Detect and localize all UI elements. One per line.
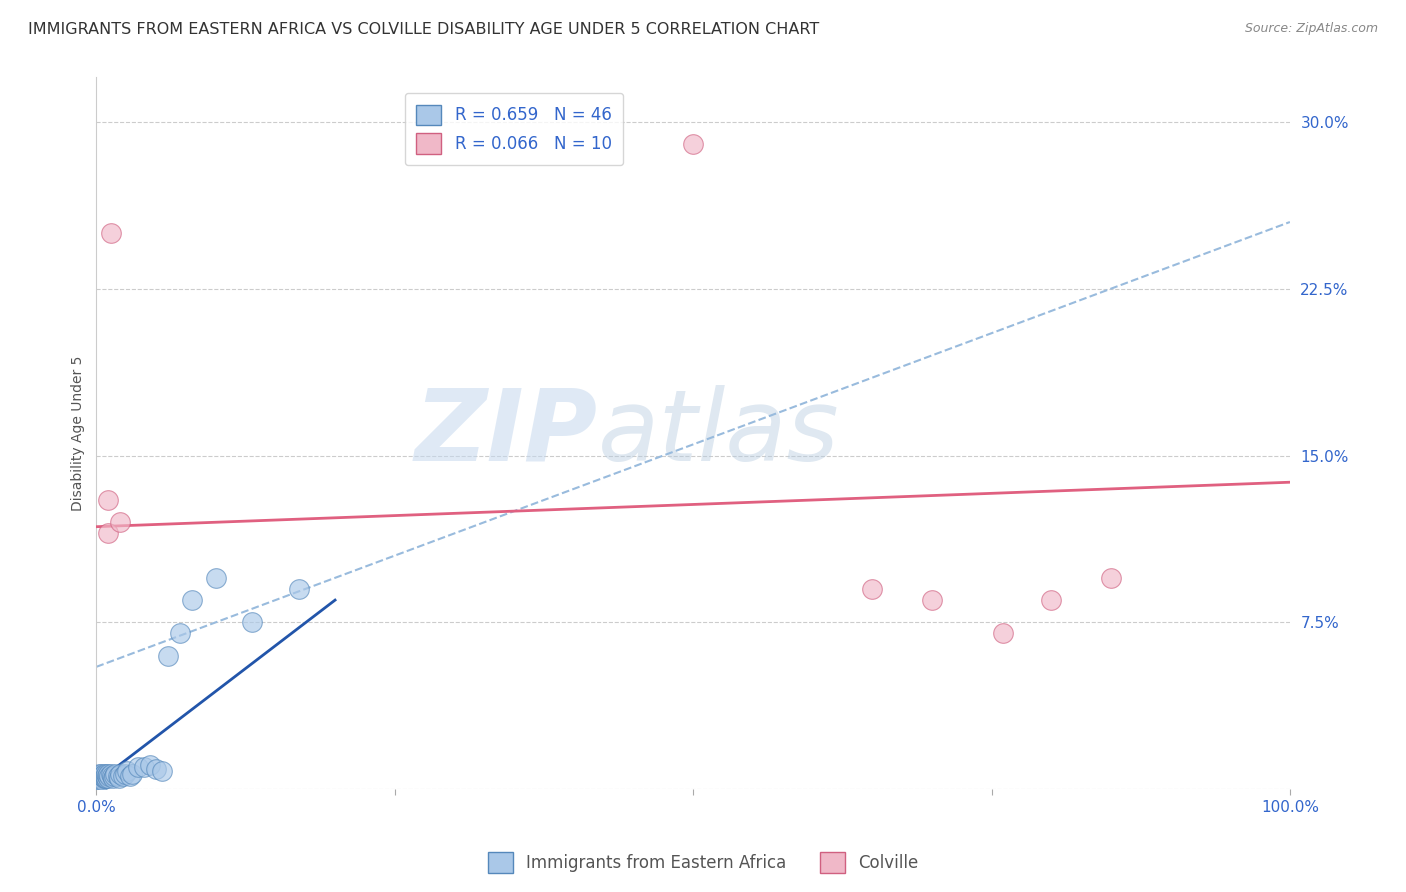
- Point: [87, 769, 110, 783]
- Point: [993, 626, 1015, 640]
- Legend: Immigrants from Eastern Africa, Colville: Immigrants from Eastern Africa, Colville: [481, 846, 925, 880]
- Point: [90, 766, 112, 780]
- Point: [117, 764, 139, 779]
- Point: [97, 766, 120, 780]
- Point: [93, 771, 115, 785]
- Point: [103, 769, 125, 783]
- Point: [1040, 593, 1063, 607]
- Point: [156, 648, 179, 663]
- Point: [682, 137, 704, 152]
- Point: [87, 773, 110, 788]
- Point: [114, 766, 136, 780]
- Point: [132, 760, 155, 774]
- Point: [101, 771, 124, 785]
- Point: [87, 766, 110, 780]
- Point: [100, 766, 122, 780]
- Point: [180, 593, 202, 607]
- Legend: R = 0.659   N = 46, R = 0.066   N = 10: R = 0.659 N = 46, R = 0.066 N = 10: [405, 93, 623, 165]
- Text: Source: ZipAtlas.com: Source: ZipAtlas.com: [1244, 22, 1378, 36]
- Text: IMMIGRANTS FROM EASTERN AFRICA VS COLVILLE DISABILITY AGE UNDER 5 CORRELATION CH: IMMIGRANTS FROM EASTERN AFRICA VS COLVIL…: [28, 22, 820, 37]
- Y-axis label: Disability Age Under 5: Disability Age Under 5: [72, 356, 86, 511]
- Point: [150, 764, 173, 779]
- Point: [204, 571, 226, 585]
- Point: [121, 766, 143, 780]
- Point: [86, 773, 108, 788]
- Point: [91, 769, 114, 783]
- Point: [921, 593, 943, 607]
- Point: [139, 757, 162, 772]
- Point: [169, 626, 191, 640]
- Point: [97, 771, 120, 785]
- Point: [145, 762, 167, 776]
- Point: [1099, 571, 1122, 585]
- Point: [96, 769, 118, 783]
- Point: [110, 515, 132, 529]
- Text: ZIP: ZIP: [415, 384, 598, 482]
- Point: [89, 769, 111, 783]
- Point: [89, 771, 111, 785]
- Point: [288, 582, 311, 596]
- Point: [107, 769, 129, 783]
- Point: [860, 582, 883, 596]
- Point: [240, 615, 263, 630]
- Point: [101, 769, 124, 783]
- Point: [111, 769, 134, 783]
- Point: [98, 769, 121, 783]
- Point: [97, 526, 120, 541]
- Point: [94, 766, 117, 780]
- Point: [94, 771, 117, 785]
- Point: [97, 493, 120, 508]
- Point: [93, 766, 115, 780]
- Point: [100, 226, 122, 240]
- Point: [91, 773, 114, 788]
- Point: [108, 771, 131, 785]
- Text: atlas: atlas: [598, 384, 839, 482]
- Point: [104, 766, 127, 780]
- Point: [93, 771, 115, 785]
- Point: [127, 760, 149, 774]
- Point: [118, 769, 141, 783]
- Point: [93, 769, 115, 783]
- Point: [110, 766, 132, 780]
- Point: [86, 769, 108, 783]
- Point: [86, 771, 108, 785]
- Point: [90, 771, 112, 785]
